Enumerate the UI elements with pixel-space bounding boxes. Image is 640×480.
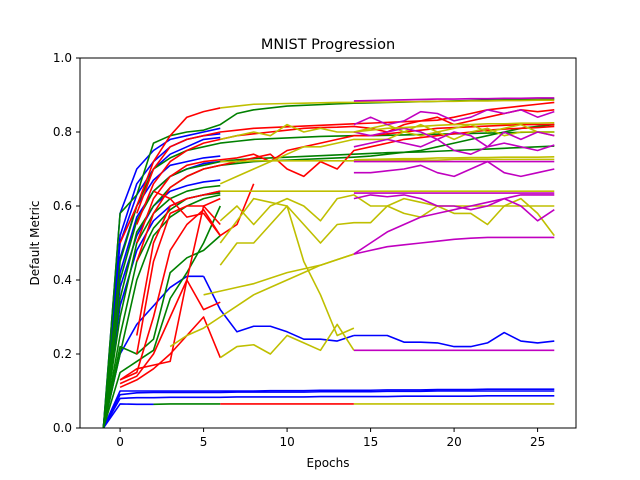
- series-line-37: [153, 190, 221, 237]
- series-line-21: [102, 184, 221, 429]
- x-axis: 0 5 10 15 20 25: [116, 428, 545, 449]
- series-line-8: [202, 275, 355, 342]
- series-line-24: [102, 235, 221, 429]
- series-line-3: [102, 403, 154, 429]
- series-line-2: [102, 395, 555, 429]
- plot-frame: [79, 57, 577, 429]
- x-tick-label: 20: [446, 435, 461, 449]
- y-axis-label: Default Metric: [28, 201, 42, 286]
- series-line-58: [353, 194, 555, 255]
- series-line-9: [353, 331, 555, 348]
- series-line-54: [353, 160, 555, 178]
- series-line-29: [136, 123, 555, 244]
- y-tick-label: 1.0: [53, 51, 72, 65]
- x-tick-label: 0: [116, 435, 124, 449]
- x-tick-label: 25: [530, 435, 545, 449]
- x-axis-label: Epochs: [307, 456, 350, 470]
- series-line-52: [353, 138, 555, 155]
- series-line-40: [220, 158, 555, 163]
- y-tick-label: 0.6: [53, 199, 72, 213]
- series-line-26: [119, 107, 221, 244]
- series-line-31: [135, 190, 221, 336]
- series-line-35: [119, 279, 221, 385]
- x-tick-label: 5: [200, 435, 208, 449]
- y-tick-label: 0.4: [53, 273, 72, 287]
- series-line-48: [169, 253, 355, 348]
- series-line-57: [353, 236, 555, 255]
- y-tick-label: 0.2: [53, 347, 72, 361]
- series-line-15: [102, 179, 221, 429]
- series-line-18: [102, 131, 555, 429]
- series-line-36: [119, 316, 222, 389]
- series-line-34: [119, 205, 221, 381]
- x-tick-label: 10: [279, 435, 294, 449]
- series-line-46: [219, 197, 355, 337]
- series-line-56: [353, 194, 555, 222]
- y-tick-label: 0.0: [53, 421, 72, 435]
- series-line-61: [353, 155, 555, 161]
- series-line-38: [220, 99, 555, 109]
- series-line-45: [219, 323, 355, 359]
- series-line-19: [102, 145, 555, 429]
- series-layer: [102, 97, 555, 429]
- series-line-49: [353, 97, 555, 102]
- series-line-1: [102, 390, 555, 429]
- series-line-60: [353, 121, 555, 133]
- series-line-25: [102, 205, 222, 429]
- chart-title: MNIST Progression: [261, 37, 395, 53]
- series-line-51: [353, 127, 555, 148]
- x-tick-label: 15: [363, 435, 378, 449]
- series-line-50: [353, 109, 555, 126]
- series-line-32: [135, 197, 221, 355]
- series-line-44: [219, 197, 555, 266]
- series-line-0: [102, 388, 555, 429]
- series-line-10: [102, 127, 221, 429]
- y-tick-label: 0.8: [53, 125, 72, 139]
- series-line-28: [136, 109, 555, 225]
- y-axis: 0.0 0.2 0.4 0.6 0.8 1.0: [53, 51, 80, 435]
